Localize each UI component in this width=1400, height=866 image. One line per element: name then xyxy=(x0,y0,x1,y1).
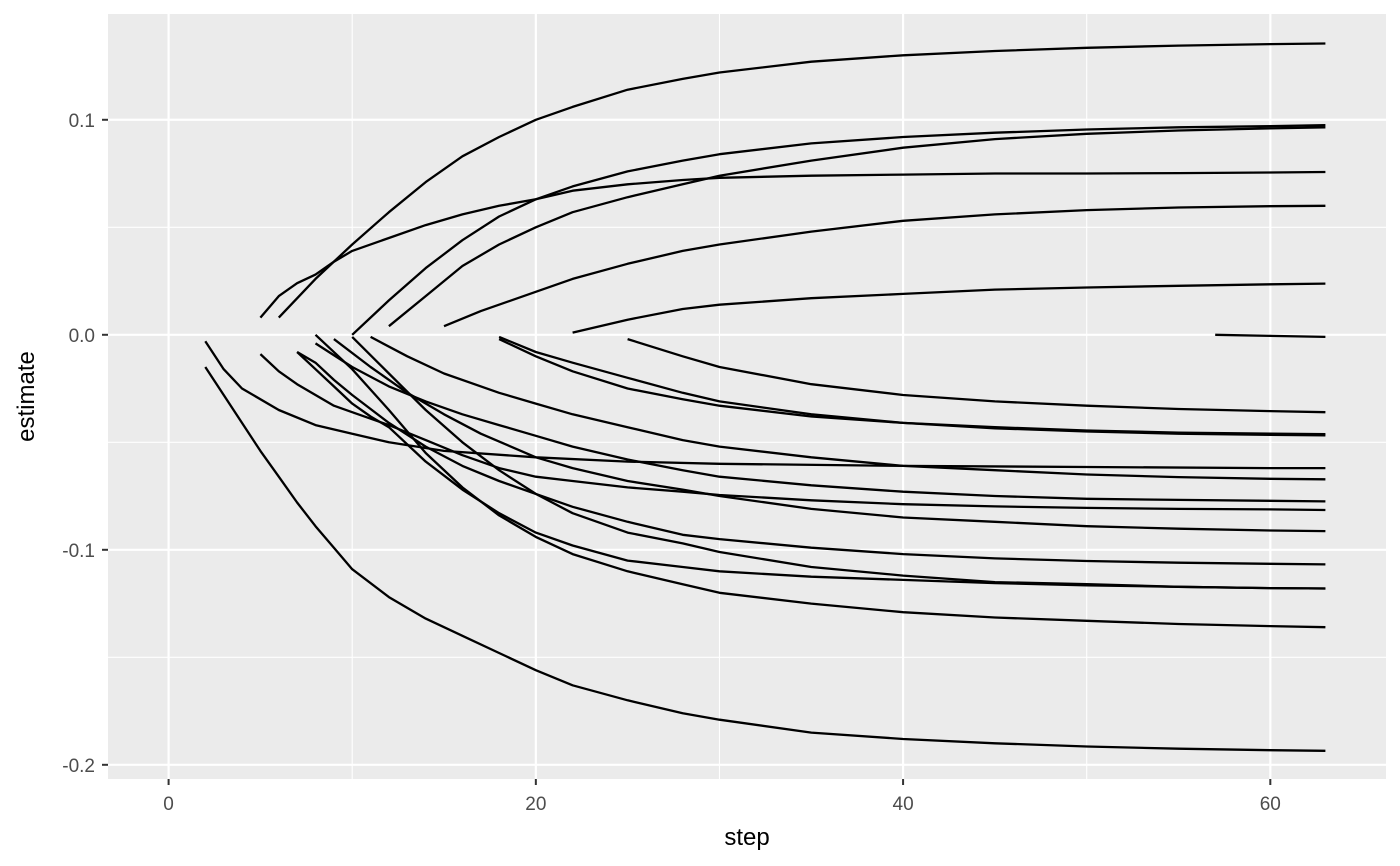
series-line-16 xyxy=(296,351,1326,566)
series-layer xyxy=(204,42,1326,752)
x-tick-label: 20 xyxy=(525,794,546,815)
series-line-4 xyxy=(388,126,1326,328)
series-line-10 xyxy=(498,338,1326,437)
series-line-12 xyxy=(370,335,1326,481)
series-line-8 xyxy=(627,338,1326,414)
series-line-3 xyxy=(351,124,1326,336)
series-line-2 xyxy=(277,42,1326,319)
series-line-6 xyxy=(572,282,1326,334)
series-line-7 xyxy=(1215,333,1326,339)
series-line-5 xyxy=(443,204,1326,328)
x-axis-title: step xyxy=(724,824,769,851)
plot-panel xyxy=(108,14,1386,779)
series-line-19 xyxy=(296,351,1326,590)
series-line-11 xyxy=(204,340,1326,470)
y-tick-label: 0.0 xyxy=(69,326,95,347)
x-tick-label: 60 xyxy=(1260,794,1281,815)
y-tick-label: 0.1 xyxy=(69,111,95,132)
x-axis-tick-labels: 0 20 40 60 xyxy=(163,794,1281,815)
y-tick-label: -0.2 xyxy=(62,756,95,777)
y-axis-title: estimate xyxy=(13,351,40,442)
series-line-15 xyxy=(333,338,1326,533)
x-tick-label: 40 xyxy=(893,794,914,815)
series-line-18 xyxy=(314,333,1326,629)
x-tick-label: 0 xyxy=(163,794,174,815)
minor-gridlines xyxy=(108,14,1386,779)
series-line-14 xyxy=(259,353,1326,512)
y-axis-tick-labels: -0.2 -0.1 0.0 0.1 xyxy=(62,111,95,777)
axis-ticks xyxy=(102,118,1272,785)
series-line-20 xyxy=(204,366,1326,752)
y-tick-label: -0.1 xyxy=(62,541,95,562)
series-line-1 xyxy=(259,170,1326,319)
major-gridlines xyxy=(108,14,1386,779)
